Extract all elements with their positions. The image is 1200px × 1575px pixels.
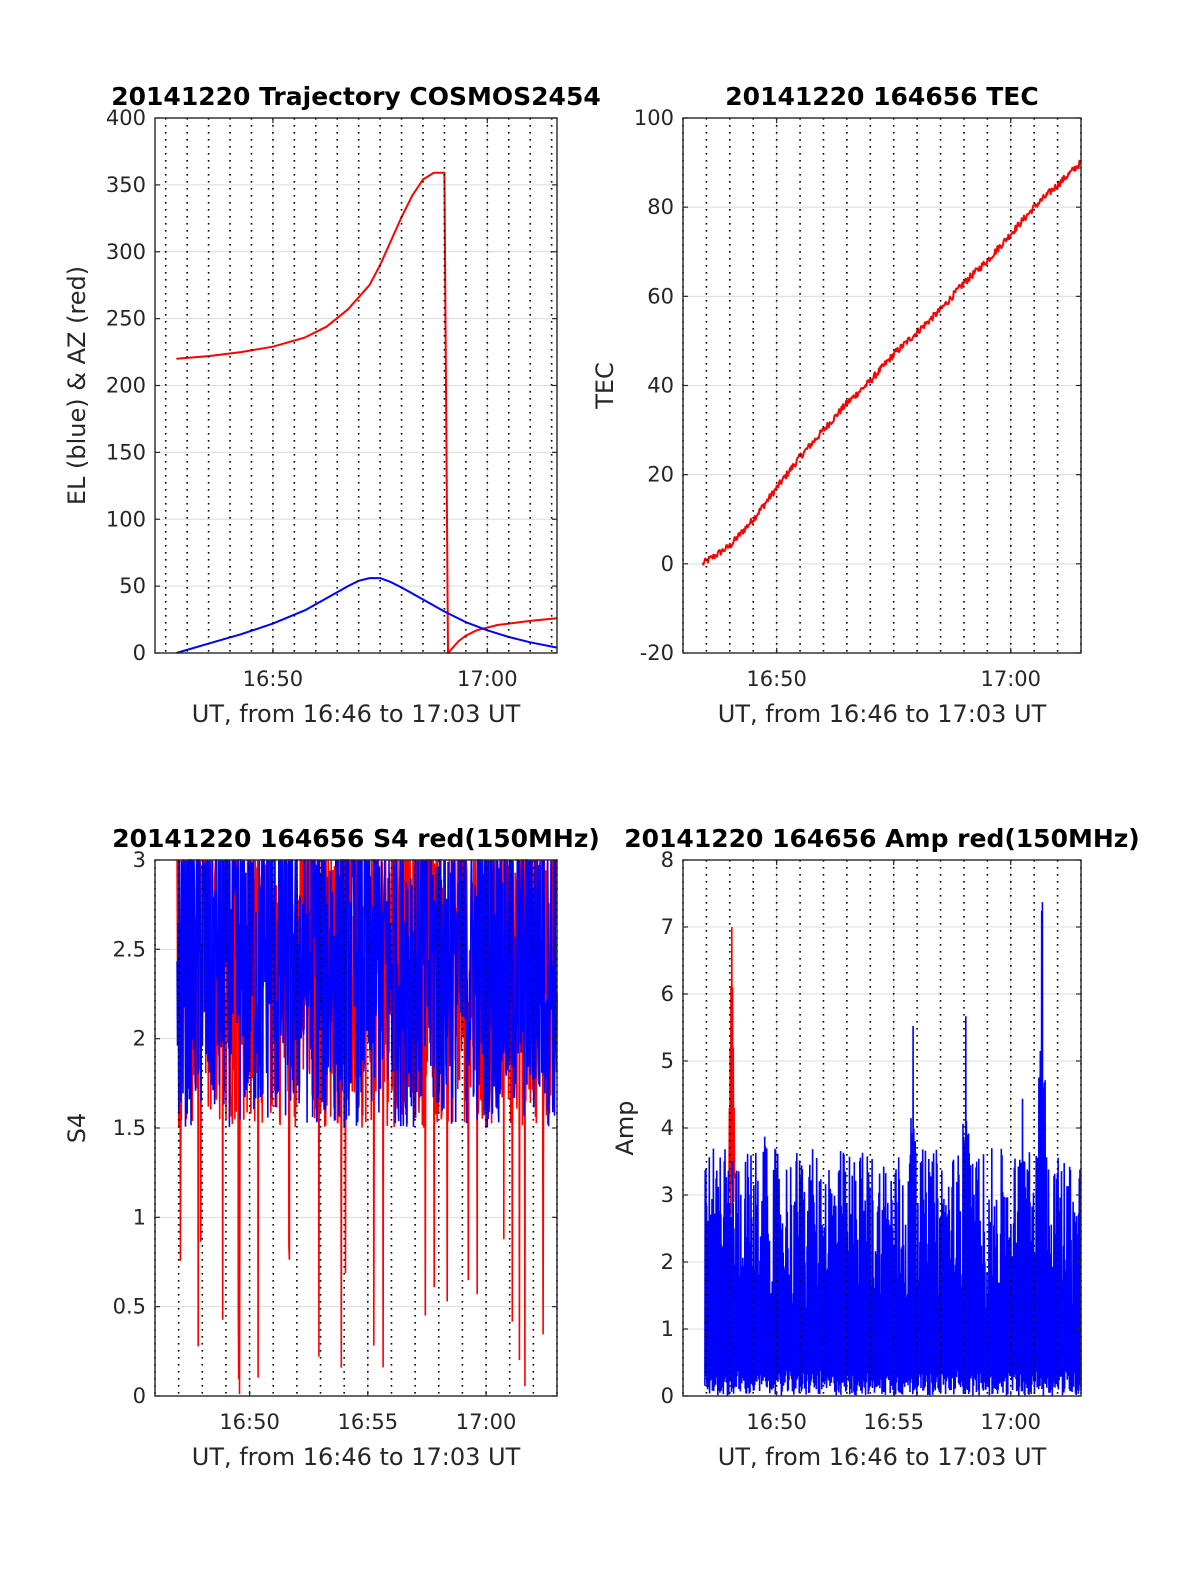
amp-y-tick-label: 7 [661,915,674,939]
s4-y-tick-label: 0.5 [113,1295,146,1319]
amp-y-tick-label: 2 [661,1250,674,1274]
amp-data [704,902,1082,1396]
s4-x-tick-label: 16:50 [219,1410,280,1434]
amp-x-axis-label: UT, from 16:46 to 17:03 UT [718,1443,1047,1471]
amp-y-tick-label: 3 [661,1183,674,1207]
s4-y-tick-label: 1 [133,1205,146,1229]
tec-x-tick-label: 17:00 [980,667,1041,691]
trajectory-y-tick-label: 100 [106,507,146,531]
trajectory-y-tick-label: 300 [106,240,146,264]
tec-y-tick-label: 40 [647,374,674,398]
trajectory-series-blue [176,577,558,654]
tec-y-tick-label: 80 [647,195,674,219]
trajectory-y-tick-label: 400 [106,106,146,130]
tec-y-tick-label: 20 [647,463,674,487]
tec-y-tick-label: 60 [647,284,674,308]
amp-x-tick-label: 16:55 [863,1410,924,1434]
s4-x-tick-label: 17:00 [456,1410,517,1434]
amp-y-tick-label: 5 [661,1049,674,1073]
s4-y-axis-label: S4 [63,1113,91,1144]
tec-x-axis-label: UT, from 16:46 to 17:03 UT [718,700,1047,728]
s4-y-tick-label: 2 [133,1027,146,1051]
s4-y-tick-label: 2.5 [113,937,146,961]
trajectory-y-tick-label: 0 [133,641,146,665]
amp-x-tick-label: 16:50 [746,1410,807,1434]
trajectory-series-red [176,171,558,654]
trajectory-y-tick-label: 150 [106,440,146,464]
s4-title: 20141220 164656 S4 red(150MHz) [112,824,600,853]
tec-y-tick-label: 100 [634,106,674,130]
trajectory-y-axis-label: EL (blue) & AZ (red) [63,266,91,505]
trajectory-x-tick-label: 16:50 [243,667,304,691]
s4-chart: 0 0.5 1 1.5 2 2.5 3 16:50 16:55 17:00 20141220 164… [63,824,600,1471]
trajectory-x-axis-label: UT, from 16:46 to 17:03 UT [192,700,521,728]
tec-x-tick-label: 16:50 [746,667,807,691]
amp-y-axis-label: Amp [611,1100,639,1155]
trajectory-y-tick-label: 350 [106,173,146,197]
s4-y-tick-label: 0 [133,1384,146,1408]
tec-series-red [701,159,1082,566]
tec-chart: -20 0 20 40 60 80 100 16:50 17:00 20141220 164656… [591,82,1082,728]
amp-chart: 0 1 2 3 4 5 6 7 8 16:50 16:55 17:00 20141220 164656 … [611,824,1140,1471]
trajectory-y-tick-label: 250 [106,307,146,331]
trajectory-title: 20141220 Trajectory COSMOS2454 [111,82,601,111]
amp-y-tick-label: 6 [661,982,674,1006]
tec-data [701,159,1082,566]
tec-y-axis-label: TEC [591,362,619,410]
amp-x-tick-label: 17:00 [980,1410,1041,1434]
s4-y-tick-label: 1.5 [113,1116,146,1140]
tec-title: 20141220 164656 TEC [725,82,1038,111]
s4-x-axis-label: UT, from 16:46 to 17:03 UT [192,1443,521,1471]
trajectory-y-tick-label: 200 [106,374,146,398]
s4-x-tick-label: 16:55 [338,1410,399,1434]
trajectory-chart: 0 50 100 150 200 250 300 350 400 16:50 17:00 201412… [63,82,601,728]
s4-y-tick-label: 3 [133,848,146,872]
trajectory-y-tick-label: 50 [119,574,146,598]
tec-y-tick-label: 0 [661,552,674,576]
trajectory-x-tick-label: 17:00 [457,667,518,691]
tec-y-tick-label: -20 [640,641,674,665]
trajectory-data [176,171,558,654]
amp-series-red-peak [728,926,736,1216]
amp-title: 20141220 164656 Amp red(150MHz) [624,824,1140,853]
amp-series-blue [704,902,1082,1396]
amp-y-tick-label: 1 [661,1317,674,1341]
amp-y-tick-label: 8 [661,848,674,872]
amp-y-tick-label: 4 [661,1116,674,1140]
amp-y-tick-label: 0 [661,1384,674,1408]
